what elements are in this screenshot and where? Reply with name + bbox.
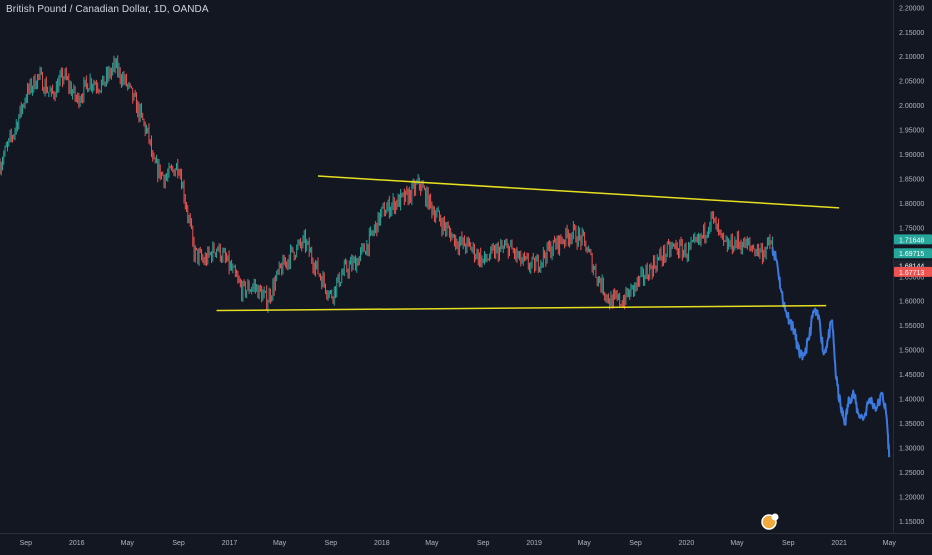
x-tick-label: May — [883, 540, 897, 547]
x-tick-label: May — [425, 540, 439, 547]
x-tick-label: Sep — [629, 540, 642, 547]
x-tick-label: Sep — [325, 540, 338, 547]
y-tick-label: 1.95000 — [899, 128, 924, 135]
price-label-box — [894, 234, 932, 245]
x-tick-label: May — [730, 540, 744, 547]
y-tick-label: 1.80000 — [899, 201, 924, 208]
y-tick-label: 1.25000 — [899, 470, 924, 477]
y-tick-label: 1.15000 — [899, 519, 924, 526]
x-tick-label: May — [273, 540, 287, 547]
y-tick-label: 1.35000 — [899, 421, 924, 428]
y-tick-label: 1.40000 — [899, 397, 924, 404]
y-tick-label: 1.55000 — [899, 323, 924, 330]
x-tick-label: 2017 — [222, 540, 238, 547]
y-tick-label: 1.65000 — [899, 274, 924, 281]
x-tick-label: Sep — [782, 540, 795, 547]
x-tick-label: 2021 — [831, 540, 847, 547]
x-tick-label: 2019 — [526, 540, 542, 547]
y-tick-label: 2.20000 — [899, 5, 924, 12]
x-tick-label: May — [578, 540, 592, 547]
chart-title: British Pound / Canadian Dollar, 1D, OAN… — [6, 4, 209, 15]
tradingview-logo-icon[interactable] — [761, 513, 779, 530]
x-tick-label: May — [121, 540, 135, 547]
y-tick-label: 1.85000 — [899, 176, 924, 183]
y-tick-label: 1.90000 — [899, 152, 924, 159]
y-tick-label: 1.50000 — [899, 348, 924, 355]
price-label: 1.69715 — [899, 251, 924, 258]
trendline-upper[interactable] — [317, 175, 840, 209]
x-tick-label: Sep — [477, 540, 490, 547]
y-tick-label: 2.10000 — [899, 54, 924, 61]
trendline-lower[interactable] — [216, 304, 827, 312]
y-tick-label: 1.45000 — [899, 372, 924, 379]
x-tick-label: 2018 — [374, 540, 390, 547]
y-tick-label: 1.75000 — [899, 225, 924, 232]
x-tick-label: Sep — [20, 540, 33, 547]
price-label-box — [894, 248, 932, 259]
y-tick-label: 1.60000 — [899, 299, 924, 306]
y-tick-label: 2.15000 — [899, 30, 924, 37]
y-tick-label: 1.30000 — [899, 445, 924, 452]
price-label-box — [894, 266, 932, 277]
x-tick-label: 2020 — [679, 540, 695, 547]
price-label: 1.68144 — [899, 263, 924, 270]
x-tick-label: 2016 — [69, 540, 85, 547]
price-label: 1.67713 — [899, 270, 924, 277]
projection-line — [771, 246, 891, 458]
price-label: 1.71648 — [899, 237, 924, 244]
y-tick-label: 2.05000 — [899, 79, 924, 86]
y-tick-label: 2.00000 — [899, 103, 924, 110]
y-tick-label: 1.20000 — [899, 494, 924, 501]
x-tick-label: Sep — [172, 540, 185, 547]
